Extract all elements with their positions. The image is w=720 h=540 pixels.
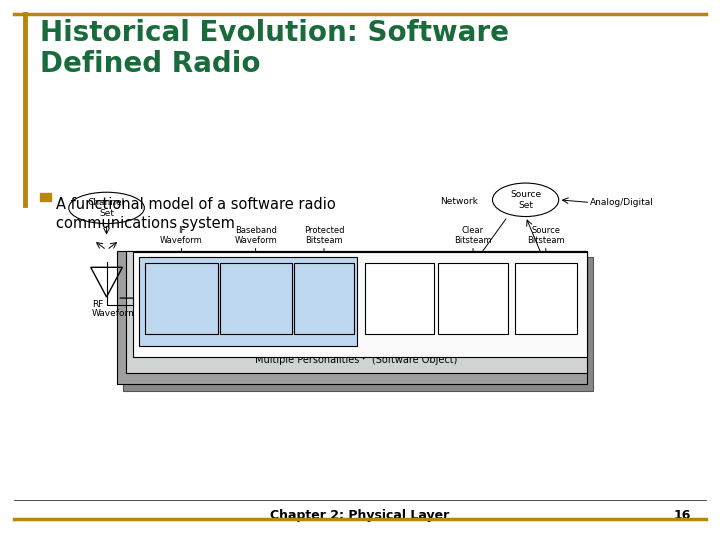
Text: Protected
Bitsteam: Protected Bitsteam <box>304 226 344 245</box>
FancyBboxPatch shape <box>133 252 587 357</box>
Text: Multiple Personalities    (Software Object): Multiple Personalities (Software Object) <box>255 355 458 365</box>
FancyBboxPatch shape <box>117 251 587 384</box>
Text: IF
Waveform: IF Waveform <box>160 226 203 245</box>
FancyBboxPatch shape <box>294 263 354 334</box>
Text: Historical Evolution: Software
Defined Radio: Historical Evolution: Software Defined R… <box>40 19 508 78</box>
Bar <box>40 193 51 201</box>
Text: Load/Execute: Load/Execute <box>330 341 397 351</box>
FancyBboxPatch shape <box>220 263 292 334</box>
Text: Chapter 2: Physical Layer: Chapter 2: Physical Layer <box>271 509 449 522</box>
FancyBboxPatch shape <box>126 251 587 373</box>
Text: Service
&
Network
Support: Service & Network Support <box>454 279 492 318</box>
Text: RF
Waveform: RF Waveform <box>92 300 138 319</box>
Text: Joint Control: Joint Control <box>220 340 279 350</box>
Text: Source
Bitsteam: Source Bitsteam <box>527 226 564 245</box>
Text: Source
Set: Source Set <box>510 190 541 210</box>
Text: Channel Coding/Decoding: Channel Coding/Decoding <box>185 329 311 339</box>
Text: (Radio Node): (Radio Node) <box>518 340 581 350</box>
FancyBboxPatch shape <box>145 263 218 334</box>
Text: Modem: Modem <box>307 294 341 303</box>
Text: Baseband
Waveform: Baseband Waveform <box>234 226 277 245</box>
Text: RF/
Channel
Access: RF/ Channel Access <box>163 284 200 313</box>
Text: A functional model of a software radio
communications system: A functional model of a software radio c… <box>56 197 336 231</box>
Text: IF
Processing: IF Processing <box>232 289 280 308</box>
Text: Network: Network <box>441 197 478 206</box>
FancyBboxPatch shape <box>139 256 357 346</box>
FancyBboxPatch shape <box>438 263 508 334</box>
FancyBboxPatch shape <box>365 263 434 334</box>
Text: Channel
Set: Channel Set <box>88 198 125 218</box>
FancyBboxPatch shape <box>515 263 577 334</box>
Text: Clear
Bitsteam: Clear Bitsteam <box>454 226 492 245</box>
Text: Host Processors: Host Processors <box>153 366 231 376</box>
Text: Information
Security: Information Security <box>374 289 426 308</box>
Text: 16: 16 <box>674 509 691 522</box>
FancyBboxPatch shape <box>123 257 593 391</box>
Text: Source
Coding: Source Coding <box>530 289 562 308</box>
Text: Analog/Digital: Analog/Digital <box>590 198 654 207</box>
